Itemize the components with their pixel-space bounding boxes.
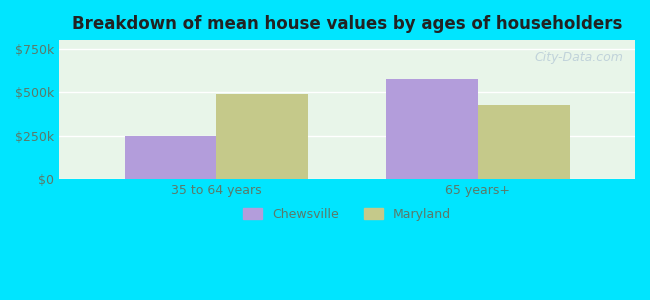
Bar	[478, 105, 569, 179]
Text: City-Data.com: City-Data.com	[534, 51, 623, 64]
Bar	[125, 136, 216, 179]
Bar	[386, 79, 478, 179]
Bar	[216, 94, 308, 179]
Legend: Chewsville, Maryland: Chewsville, Maryland	[239, 203, 456, 226]
Title: Breakdown of mean house values by ages of householders: Breakdown of mean house values by ages o…	[72, 15, 622, 33]
